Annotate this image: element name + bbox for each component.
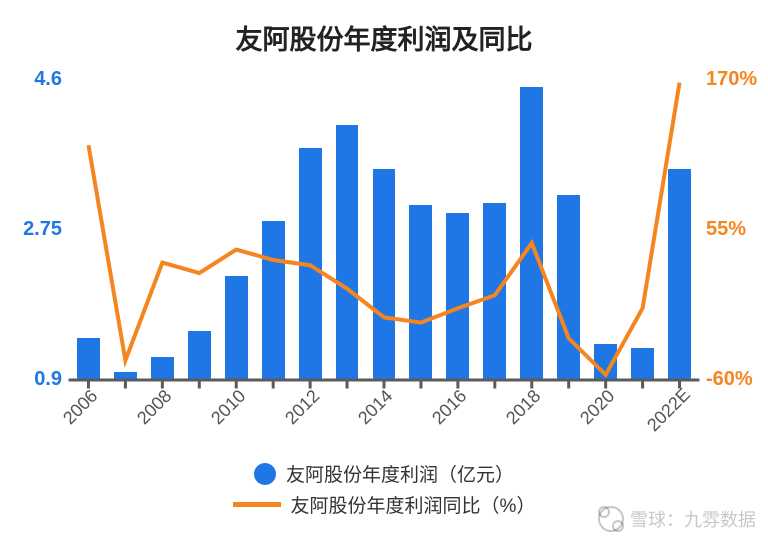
plot-area — [70, 80, 698, 380]
plot-svg — [70, 80, 718, 400]
watermark-text: 雪球：九雰数据 — [630, 506, 756, 532]
y-right-tick-label: -60% — [706, 368, 753, 391]
y-right-tick-label: 55% — [706, 218, 746, 241]
watermark: 雪球：九雰数据 — [598, 506, 756, 532]
y-left-tick-label: 2.75 — [23, 218, 62, 241]
chart-container: 友阿股份年度利润及同比 友阿股份年度利润（亿元） 友阿股份年度利润同比（%） 雪… — [0, 0, 768, 540]
legend-line-row: 友阿股份年度利润同比（%） — [233, 491, 536, 518]
y-left-tick-label: 4.6 — [34, 68, 62, 91]
line-series — [88, 83, 679, 375]
watermark-icon — [598, 506, 624, 532]
legend-bar-label: 友阿股份年度利润（亿元） — [286, 460, 514, 487]
legend-bar-icon — [254, 463, 276, 485]
y-right-tick-label: 170% — [706, 68, 757, 91]
chart-title: 友阿股份年度利润及同比 — [0, 18, 768, 57]
y-left-tick-label: 0.9 — [34, 368, 62, 391]
legend-line-label: 友阿股份年度利润同比（%） — [291, 491, 536, 518]
legend-line-icon — [233, 502, 281, 507]
legend-bar-row: 友阿股份年度利润（亿元） — [254, 460, 514, 487]
